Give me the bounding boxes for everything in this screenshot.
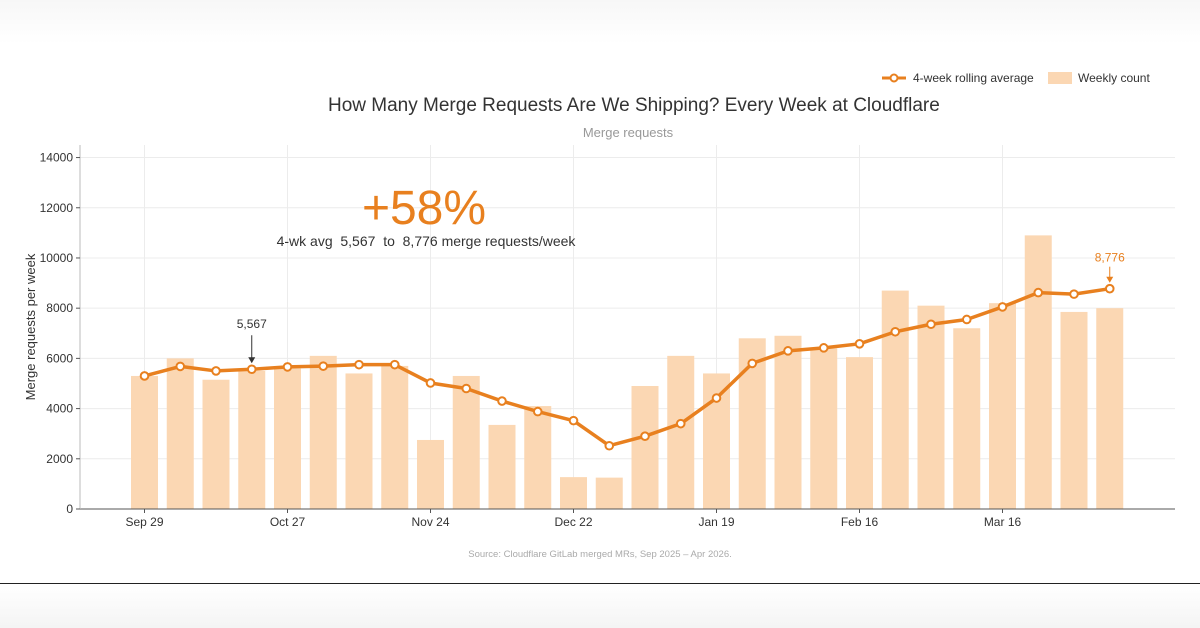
headline-summary: 4-wk avg 5,567 to 8,776 merge requests/w… (277, 233, 577, 249)
rolling-average-point (389, 359, 400, 370)
chart-title: How Many Merge Requests Are We Shipping?… (328, 95, 940, 116)
x-tick-label: Sep 29 (125, 515, 163, 529)
rolling-average-point (854, 339, 865, 349)
x-tick-labels: Sep 29 Oct 27 Nov 24 Dec 22 Jan 19 Feb 16 Mar … (125, 509, 1021, 529)
source-note: Source: Cloudflare GitLab merged MRs, Se… (468, 549, 732, 560)
x-tick-label: Jan 19 (698, 515, 734, 529)
bottom-banner-strip (0, 584, 1200, 628)
legend: 4-week rolling average Weekly count (882, 71, 1150, 85)
legend-line-marker (889, 73, 899, 83)
rolling-average-point (318, 361, 329, 371)
y-tick-label: 8000 (46, 301, 73, 315)
annotation-layer: 5,567 8,776 (237, 251, 1125, 364)
weekly-count-bar (774, 335, 802, 509)
weekly-count-bar (1024, 235, 1052, 509)
rolling-average-point (282, 362, 293, 372)
y-axis-label: Merge requests per week (23, 253, 38, 400)
rolling-average-point (747, 358, 758, 369)
rolling-average-point (1069, 289, 1079, 299)
rolling-average-point (997, 302, 1008, 312)
rolling-average-point (354, 359, 364, 370)
end-arrow-head (1106, 276, 1114, 283)
weekly-count-bar (452, 375, 480, 509)
bottom-divider (0, 583, 1200, 584)
rolling-average-point (783, 346, 793, 356)
legend-bar-swatch (1048, 72, 1072, 84)
x-tick-label: Feb 16 (841, 515, 879, 529)
weekly-count-bar (274, 368, 301, 509)
merge-requests-chart: 0 2000 4000 6000 8000 10000 12000 14000 Sep 29 O… (23, 71, 1175, 560)
y-tick-label: 12000 (40, 201, 74, 215)
weekly-count-bar (524, 406, 552, 509)
y-tick-label: 0 (66, 502, 73, 516)
rolling-average-point (568, 415, 579, 426)
y-tick-label: 4000 (46, 402, 73, 416)
rolling-average-point (175, 361, 186, 372)
y-tick-label: 6000 (46, 351, 73, 365)
weekly-count-bar (417, 439, 444, 509)
rolling-average-point (1033, 287, 1044, 298)
weekly-count-bar (846, 357, 873, 509)
y-tick-label: 10000 (40, 251, 74, 265)
weekly-count-bar (488, 424, 516, 509)
headline-percent: +58% (362, 182, 486, 235)
y-tick-label: 14000 (40, 151, 74, 165)
weekly-count-bar (166, 358, 194, 509)
chart-subtitle: Merge requests (583, 125, 674, 140)
rolling-average-line (144, 286, 1111, 448)
x-tick-label: Nov 24 (411, 515, 449, 529)
rolling-average-point (497, 396, 507, 406)
grid-layer (80, 145, 1175, 509)
axis-layer (79, 145, 1175, 510)
legend-bar-label: Weekly count (1078, 71, 1150, 85)
rolling-average-layer (139, 283, 1115, 451)
weekly-count-bar (953, 328, 981, 509)
weekly-count-bar (917, 305, 945, 509)
rolling-average-point (211, 366, 221, 376)
weekly-count-bar (131, 375, 158, 509)
rolling-average-point (890, 326, 901, 337)
bars-layer (131, 235, 1124, 509)
rolling-average-point (139, 371, 150, 381)
weekly-count-bar (631, 385, 659, 509)
weekly-count-bar (560, 477, 587, 509)
y-tick-label: 2000 (46, 452, 73, 466)
weekly-count-bar (238, 370, 266, 509)
rolling-average-point (640, 431, 650, 442)
weekly-count-bar (1096, 308, 1124, 509)
end-value-label: 8,776 (1095, 251, 1125, 265)
legend-line-label: 4-week rolling average (913, 71, 1034, 85)
rolling-average-point (461, 383, 472, 394)
x-tick-label: Mar 16 (984, 515, 1022, 529)
y-tick-labels: 0 2000 4000 6000 8000 10000 12000 14000 (40, 151, 80, 516)
weekly-count-bar (667, 355, 695, 509)
rolling-average-point (1104, 283, 1115, 294)
weekly-count-bar (595, 477, 623, 509)
weekly-count-bar (381, 365, 409, 509)
weekly-count-bar (309, 355, 337, 509)
start-arrow-head (248, 357, 256, 364)
weekly-count-bar (989, 303, 1016, 509)
rolling-average-point (604, 440, 615, 451)
weekly-count-bar (202, 379, 230, 509)
rolling-average-point (246, 364, 257, 375)
rolling-average-point (425, 378, 436, 388)
rolling-average-point (926, 319, 936, 330)
top-banner-strip (0, 0, 1200, 44)
rolling-average-point (675, 418, 686, 429)
weekly-count-bar (810, 348, 838, 509)
weekly-count-bar (345, 373, 373, 509)
x-tick-label: Oct 27 (270, 515, 306, 529)
rolling-average-point (532, 406, 543, 417)
x-tick-label: Dec 22 (554, 515, 592, 529)
weekly-count-bar (1060, 311, 1088, 509)
rolling-average-point (818, 343, 829, 353)
weekly-count-bar (881, 290, 909, 509)
rolling-average-point (711, 393, 722, 403)
rolling-average-point (961, 314, 972, 325)
start-value-label: 5,567 (237, 317, 267, 331)
